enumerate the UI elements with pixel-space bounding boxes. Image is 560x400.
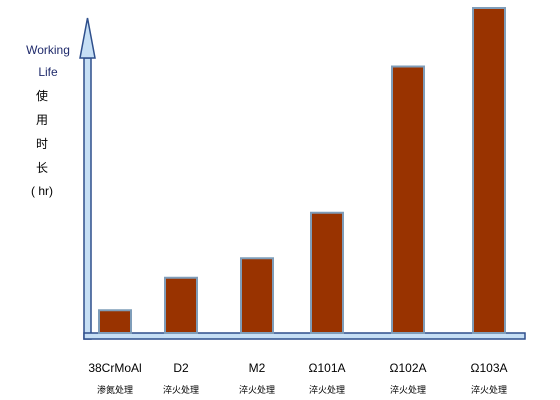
y-axis-label-line-5: 长 xyxy=(35,161,48,175)
y-axis-label-line-1: Life xyxy=(38,65,58,79)
category-label-3: Ω101A xyxy=(308,361,346,375)
category-sublabel-1: 淬火处理 xyxy=(162,385,199,395)
bars xyxy=(98,7,506,334)
y-axis-label-line-0: Working xyxy=(26,43,70,57)
y-axis-arrowhead xyxy=(79,17,96,59)
x-axis-floor xyxy=(83,332,526,340)
y-axis-shaft xyxy=(83,57,92,340)
bar-4 xyxy=(391,65,425,334)
bar-3 xyxy=(310,211,344,334)
y-axis-label-line-6: ( hr) xyxy=(31,184,53,198)
y-axis-label-line-2: 使 xyxy=(35,89,48,103)
bar-1 xyxy=(164,276,198,334)
category-label-5: Ω103A xyxy=(470,361,508,375)
category-sublabel-4: 淬火处理 xyxy=(389,385,426,395)
category-sublabel-3: 淬火处理 xyxy=(308,385,345,395)
bar-2 xyxy=(240,257,274,334)
category-label-4: Ω102A xyxy=(389,361,427,375)
category-label-0: 38CrMoAl xyxy=(88,361,142,375)
axes xyxy=(79,17,526,340)
bar-0 xyxy=(98,309,132,334)
category-label-1: D2 xyxy=(173,361,189,375)
category-sublabel-0: 渗氮处理 xyxy=(96,385,133,395)
category-sublabel-5: 淬火处理 xyxy=(470,385,507,395)
y-axis-label-line-4: 时 xyxy=(35,137,48,151)
y-axis-label-line-3: 用 xyxy=(35,113,48,127)
category-sublabel-2: 淬火处理 xyxy=(238,385,275,395)
category-label-2: M2 xyxy=(248,361,266,375)
bar-5 xyxy=(472,7,506,334)
